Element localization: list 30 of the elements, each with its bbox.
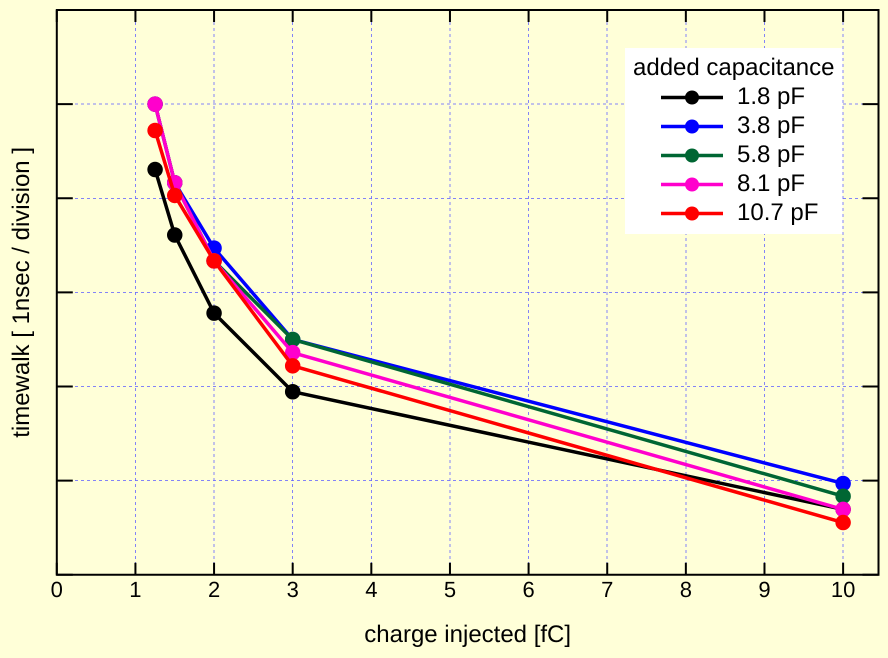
- legend-title: added capacitance: [633, 54, 835, 82]
- x-tick-label: 10: [830, 577, 856, 602]
- legend-label: 5.8 pF: [737, 141, 806, 168]
- y-axis-title: timewalk [ 1nsec / division ]: [8, 147, 36, 438]
- point: [147, 162, 163, 178]
- x-tick-label: 2: [208, 577, 220, 602]
- legend-label: 8.1 pF: [737, 170, 806, 198]
- point: [206, 305, 222, 321]
- point: [284, 358, 300, 374]
- x-tick-label: 4: [365, 577, 378, 602]
- point: [835, 476, 851, 492]
- x-tick-label: 5: [444, 577, 456, 602]
- x-tick-label: 3: [286, 577, 299, 602]
- x-tick-label: 9: [758, 577, 771, 602]
- x-tick-label: 1: [129, 577, 142, 602]
- point: [147, 122, 163, 138]
- x-axis-title: charge injected [fC]: [364, 621, 572, 648]
- point: [284, 344, 300, 360]
- point: [835, 488, 851, 504]
- legend-label: 1.8 pF: [737, 83, 806, 110]
- legend-label: 3.8 pF: [737, 112, 806, 140]
- point: [167, 227, 182, 243]
- x-tick-label: 7: [601, 577, 614, 602]
- point: [835, 514, 851, 530]
- point: [167, 188, 182, 204]
- x-tick-label: 6: [522, 577, 535, 602]
- x-tick-label: 8: [680, 577, 692, 602]
- x-tick-label: 0: [50, 577, 63, 602]
- point: [284, 384, 300, 400]
- legend-label: 10.7 pF: [737, 199, 818, 226]
